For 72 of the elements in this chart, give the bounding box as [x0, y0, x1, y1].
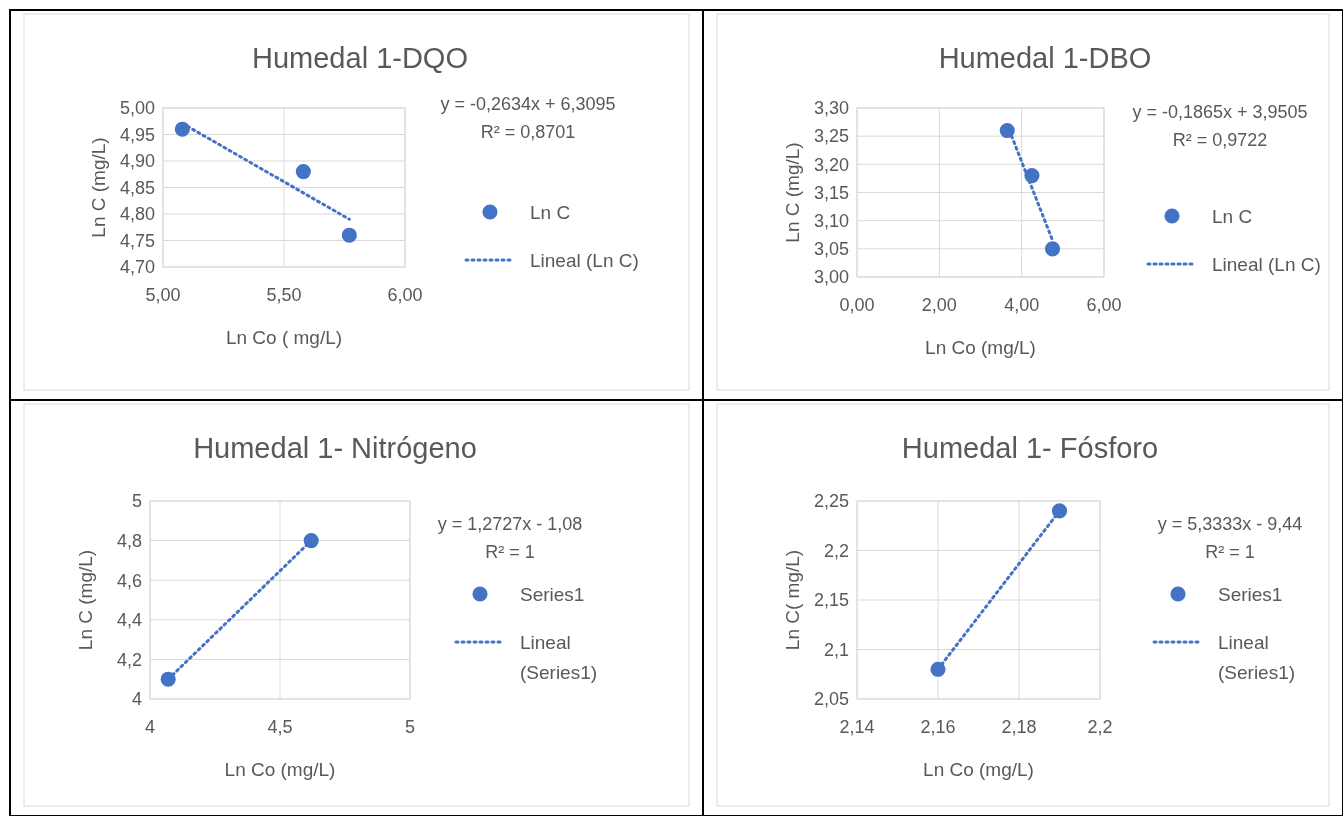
y-tick-label: 2,15 [813, 590, 849, 611]
y-tick-label: 2,1 [823, 639, 849, 660]
y-tick-label: 3,15 [813, 182, 849, 203]
x-axis-title: Ln Co (mg/L) [224, 759, 336, 780]
x-tick-label: 5 [404, 717, 416, 737]
y-tick-label: 4,6 [116, 570, 142, 591]
chart-title: Humedal 1-DQO [252, 42, 468, 74]
y-tick-label: 3,20 [813, 154, 849, 175]
y-tick-label: 4,80 [119, 204, 155, 225]
y-axis-title: Ln C( mg/L) [782, 549, 803, 651]
y-axis-title: Ln C (mg/L) [782, 142, 803, 243]
y-tick-label: 2,05 [813, 689, 849, 710]
x-tick-label: 4,00 [1004, 295, 1040, 315]
y-tick-label: 4,95 [119, 124, 155, 145]
y-tick-label: 4,85 [119, 177, 155, 198]
x-tick-label: 2,2 [1087, 717, 1113, 737]
x-tick-label: 2,16 [920, 717, 956, 737]
text: y = 5,3333x - 9,44 [1157, 514, 1303, 534]
x-tick-label: 6,00 [387, 285, 423, 305]
y-tick-label: 3,00 [813, 267, 849, 288]
legend-label: Lineal (Ln C) [530, 249, 639, 271]
legend-label: Lineal (Ln C) [1212, 253, 1321, 275]
text: R² = 0,8701 [480, 122, 576, 142]
chart-title: Humedal 1- Fósforo [901, 432, 1159, 464]
text: R² = 0,9722 [1172, 130, 1268, 150]
x-tick-label: 2,14 [839, 717, 875, 737]
x-axis-title: Ln Co (mg/L) [923, 759, 1034, 780]
y-tick-label: 4,75 [119, 230, 155, 251]
legend-label: Series1 [520, 583, 585, 605]
legend-label: Series1 [1218, 583, 1283, 605]
x-axis-title: Ln Co ( mg/L) [225, 327, 343, 348]
y-tick-label: 5 [131, 491, 142, 512]
y-tick-label: 4 [131, 689, 142, 710]
chart-title: Humedal 1-DBO [938, 42, 1152, 74]
legend-label: Ln C [1212, 205, 1253, 227]
y-tick-label: 3,30 [813, 98, 849, 119]
y-tick-label: 5,00 [119, 98, 155, 119]
y-tick-label: 2,25 [813, 491, 849, 512]
x-tick-label: 2,18 [1001, 717, 1037, 737]
x-tick-label: 5,50 [266, 285, 302, 305]
chart-title: Humedal 1- Nitrógeno [193, 432, 477, 464]
text: y = -0,2634x + 6,3095 [440, 94, 616, 114]
legend-label: Lineal (Series1) [1218, 631, 1296, 683]
y-tick-label: 4,2 [116, 649, 142, 670]
y-tick-label: 3,25 [813, 126, 849, 147]
y-tick-label: 4,8 [116, 530, 142, 551]
text: y = -0,1865x + 3,9505 [1132, 102, 1308, 122]
y-tick-label: 3,05 [813, 239, 849, 260]
y-tick-label: 4,70 [119, 257, 155, 278]
point [999, 122, 1015, 139]
y-tick-label: 4,4 [116, 610, 142, 631]
point [295, 164, 311, 180]
text: R² = 1 [1205, 542, 1255, 562]
point [1044, 241, 1061, 257]
x-tick-label: 4,5 [267, 717, 293, 737]
x-tick-label: 5,00 [145, 285, 181, 305]
point [1024, 168, 1040, 184]
legend-label: Lineal (Series1) [520, 631, 598, 683]
x-tick-label: 6,00 [1086, 295, 1122, 315]
y-axis-title: Ln C (mg/L) [88, 137, 109, 238]
legend-label: Ln C [530, 201, 571, 223]
y-axis-title: Ln C (mg/L) [75, 549, 96, 651]
x-axis-title: Ln Co (mg/L) [925, 337, 1036, 358]
y-tick-label: 2,2 [823, 540, 849, 561]
y-tick-label: 4,90 [119, 151, 155, 172]
point [174, 121, 190, 137]
y-tick-label: 3,10 [813, 210, 849, 231]
text: y = 1,2727x - 1,08 [437, 514, 583, 534]
text: R² = 1 [485, 542, 535, 562]
x-tick-label: 0,00 [839, 295, 875, 315]
x-tick-label: 2,00 [921, 295, 957, 315]
point [341, 227, 357, 243]
